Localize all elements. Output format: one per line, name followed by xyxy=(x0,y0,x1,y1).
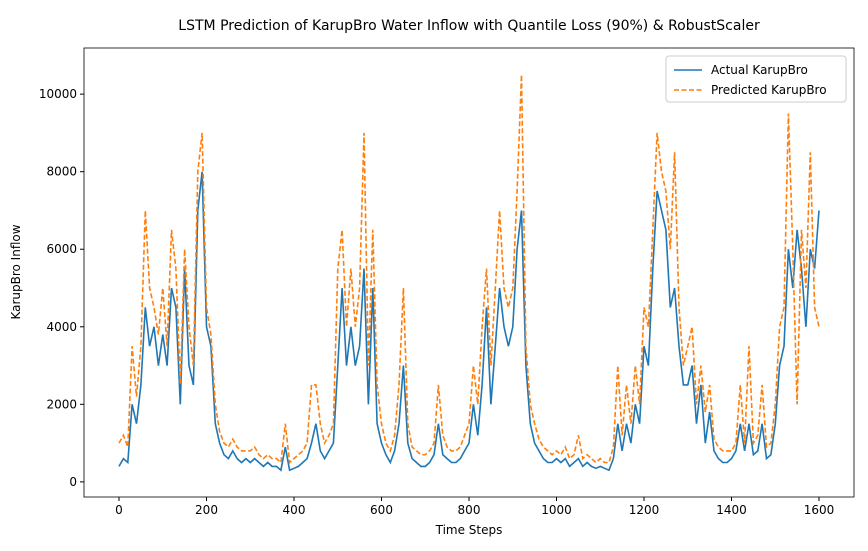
y-tick-label: 0 xyxy=(69,475,77,489)
x-axis-label: Time Steps xyxy=(435,523,503,537)
x-tick-label: 1400 xyxy=(716,503,747,517)
legend-label: Predicted KarupBro xyxy=(711,83,827,97)
y-tick-label: 2000 xyxy=(46,397,77,411)
x-tick-label: 1000 xyxy=(541,503,572,517)
y-tick-label: 10000 xyxy=(39,87,77,101)
legend-box xyxy=(665,55,847,103)
y-tick-label: 6000 xyxy=(46,242,77,256)
plot-frame xyxy=(83,47,855,498)
x-tick-label: 600 xyxy=(370,503,393,517)
legend-label: Actual KarupBro xyxy=(711,63,808,77)
y-tick-label: 8000 xyxy=(46,165,77,179)
x-tick-label: 400 xyxy=(283,503,306,517)
chart-title: LSTM Prediction of KarupBro Water Inflow… xyxy=(178,18,760,34)
x-tick-label: 1600 xyxy=(804,503,835,517)
x-tick-label: 800 xyxy=(458,503,481,517)
x-tick-label: 200 xyxy=(195,503,218,517)
x-tick-label: 0 xyxy=(115,503,123,517)
series-line xyxy=(118,171,820,472)
series-line xyxy=(118,74,820,465)
y-tick-label: 4000 xyxy=(46,320,77,334)
y-axis-label: KarupBro Inflow xyxy=(9,224,23,319)
x-tick-label: 1200 xyxy=(629,503,660,517)
